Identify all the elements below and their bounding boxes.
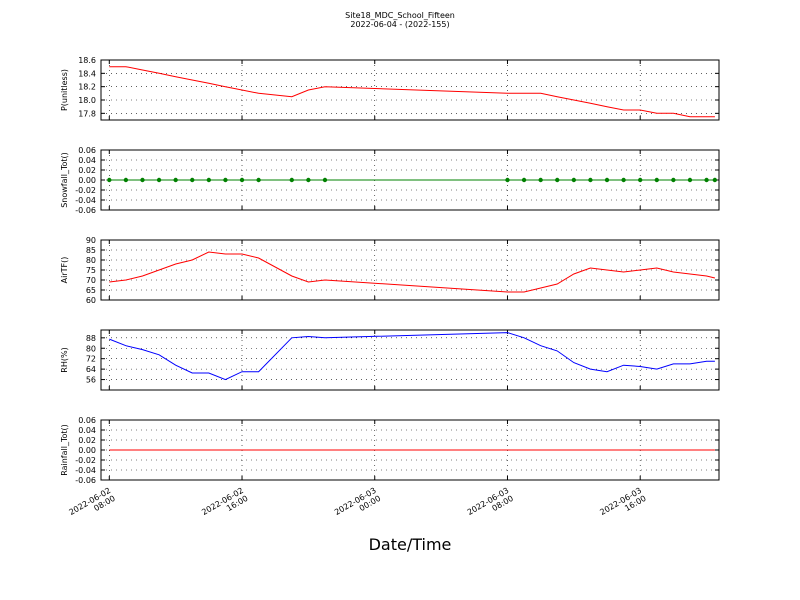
data-line — [109, 251, 716, 293]
data-line — [109, 332, 715, 381]
data-point — [289, 177, 294, 183]
y-axis-label: AirTF() — [60, 257, 69, 284]
y-tick-label: 18.6 — [78, 56, 96, 65]
plot-frame — [100, 59, 720, 121]
y-tick-label: 18.4 — [78, 69, 96, 78]
y-tick-label: 60 — [86, 296, 96, 305]
y-tick-label: 18.2 — [78, 83, 96, 92]
y-tick-label: -0.02 — [75, 186, 96, 195]
plot-frame — [100, 239, 720, 301]
y-tick-label: 80 — [86, 344, 96, 353]
y-tick-label: 0.02 — [78, 166, 96, 175]
data-point — [140, 177, 145, 183]
y-tick-label: 72 — [86, 355, 96, 364]
data-point — [687, 177, 693, 183]
y-axis-label: Rainfall_Tot() — [60, 424, 69, 476]
x-tick-label: 2022-06-0300:00 — [333, 486, 382, 525]
y-tick-label: -0.06 — [75, 206, 96, 215]
y-tick-label: 80 — [86, 256, 96, 265]
data-point — [322, 177, 328, 183]
y-tick-label: 0.00 — [78, 446, 96, 455]
data-point — [223, 177, 228, 183]
data-point — [571, 177, 577, 183]
data-point — [604, 177, 610, 183]
data-point — [671, 177, 676, 183]
x-tick-label: 2022-06-0216:00 — [200, 486, 249, 525]
y-tick-label: 0.06 — [78, 146, 96, 155]
data-point — [654, 177, 659, 183]
x-tick-label: 2022-06-0208:00 — [68, 486, 117, 525]
plot-frame — [100, 419, 720, 481]
x-tick-label: 2022-06-0316:00 — [598, 486, 647, 525]
y-tick-label: 85 — [86, 246, 96, 255]
data-point — [637, 177, 643, 183]
data-line — [109, 66, 715, 118]
data-point — [505, 177, 510, 183]
chart-title: Site18_MDC_School_Fifteen — [345, 11, 455, 20]
y-tick-label: 0.02 — [78, 436, 96, 445]
y-axis-label: RH(%) — [60, 347, 69, 372]
y-tick-label: 0.04 — [78, 156, 96, 165]
data-point — [256, 177, 261, 183]
y-tick-label: -0.02 — [75, 456, 96, 465]
y-axis-label: Snowfall_Tot() — [60, 152, 69, 208]
x-tick-label: 2022-06-0308:00 — [466, 486, 515, 525]
x-axis-label: Date/Time — [369, 535, 452, 554]
chart-subtitle: 2022-06-04 - (2022-155) — [350, 20, 449, 29]
y-axis-label: P(unitless) — [60, 69, 69, 111]
y-tick-label: 0.00 — [78, 176, 96, 185]
y-tick-label: 56 — [86, 376, 96, 385]
data-point — [107, 177, 112, 183]
y-tick-label: -0.04 — [75, 466, 96, 475]
y-tick-label: -0.06 — [75, 476, 96, 485]
y-tick-label: 0.04 — [78, 426, 96, 435]
data-point — [704, 177, 709, 183]
y-tick-label: -0.04 — [75, 196, 96, 205]
data-point — [588, 177, 593, 183]
plot-frame — [100, 329, 720, 391]
data-point — [156, 177, 162, 183]
y-tick-label: 0.06 — [78, 416, 96, 425]
data-point — [621, 177, 626, 183]
data-point — [555, 177, 560, 183]
data-point — [173, 177, 178, 183]
data-point — [538, 177, 543, 183]
y-tick-label: 65 — [86, 286, 96, 295]
data-point — [306, 177, 311, 183]
y-tick-label: 17.8 — [78, 109, 96, 118]
data-point — [239, 177, 245, 183]
y-tick-label: 90 — [86, 236, 96, 245]
data-point — [712, 177, 718, 183]
data-point — [206, 177, 212, 183]
y-tick-label: 88 — [86, 334, 96, 343]
y-tick-label: 18.0 — [78, 96, 96, 105]
y-tick-label: 64 — [86, 365, 96, 374]
y-tick-label: 70 — [86, 276, 96, 285]
data-point — [190, 177, 195, 183]
data-point — [123, 177, 129, 183]
plot-frame — [100, 149, 720, 211]
y-tick-label: 75 — [86, 266, 96, 275]
data-point — [521, 177, 527, 183]
